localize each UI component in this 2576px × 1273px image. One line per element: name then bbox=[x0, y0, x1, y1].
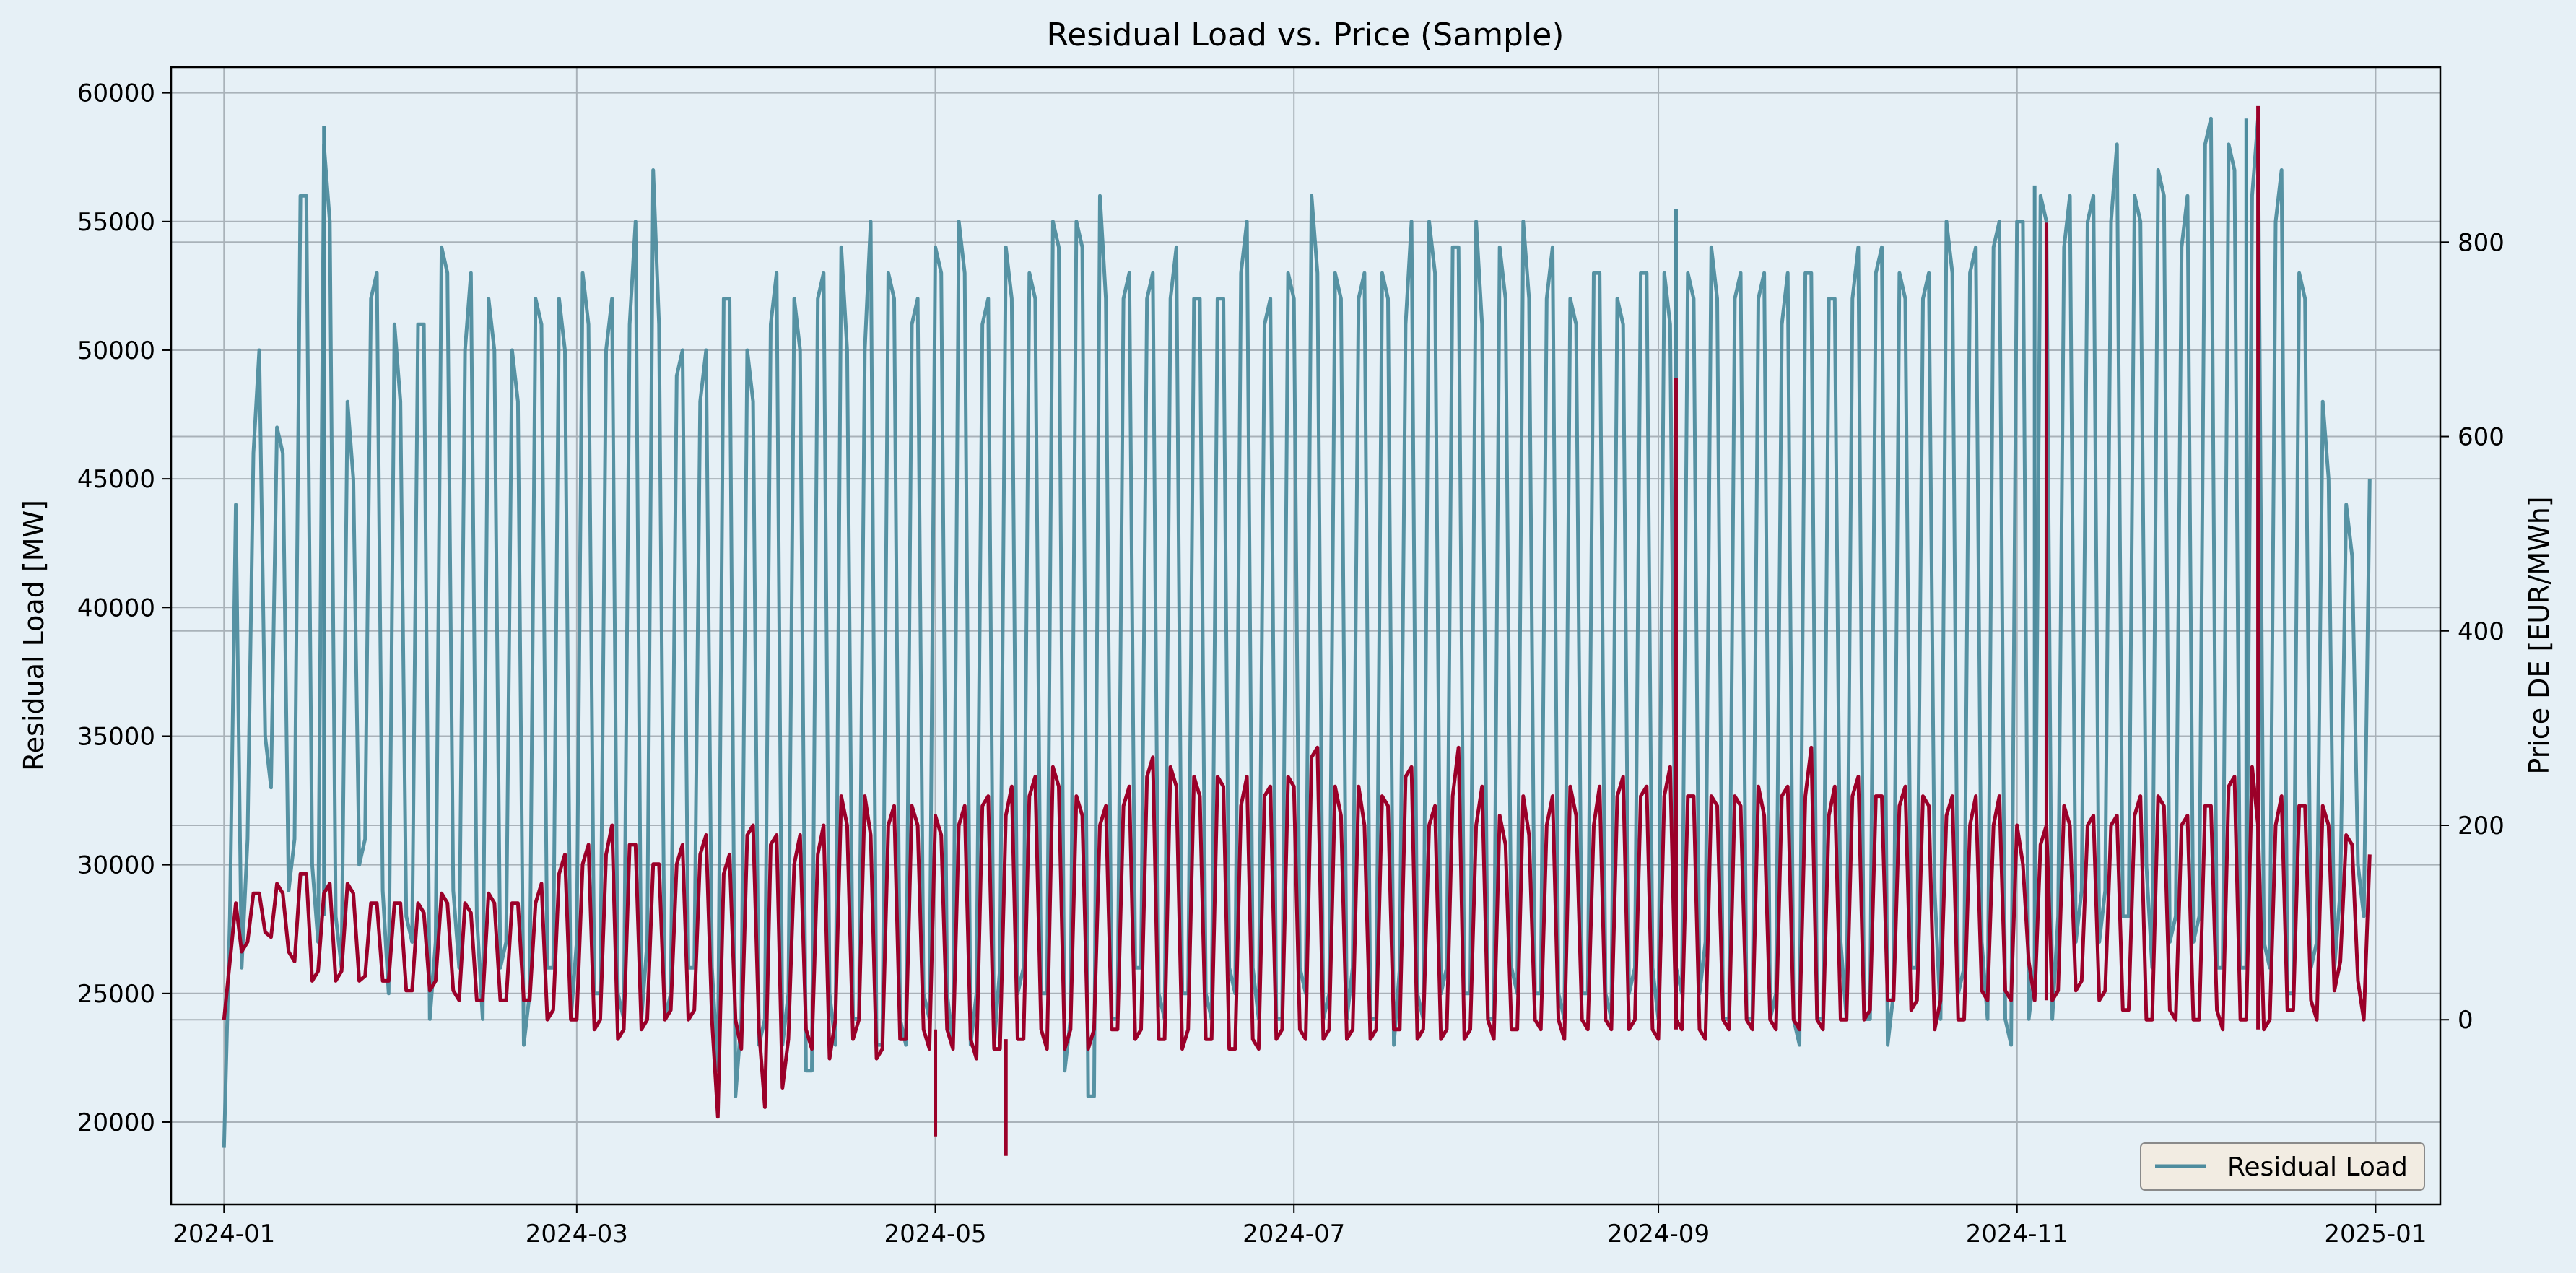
x-tick-label: 2024-11 bbox=[1966, 1220, 2068, 1248]
y-right-tick-label: 0 bbox=[2458, 1006, 2473, 1035]
legend: Residual Load bbox=[2140, 1142, 2425, 1191]
legend-box bbox=[2140, 1142, 2425, 1191]
y-right-tick-label: 600 bbox=[2458, 423, 2505, 452]
y-left-tick-label: 30000 bbox=[77, 851, 155, 880]
plot-frame bbox=[170, 66, 2442, 1206]
y-left-tick-label: 35000 bbox=[77, 722, 155, 751]
y-axis-right: 0 200 400 600 800 bbox=[2440, 228, 2505, 1035]
y-axis-right-label: Price DE [EUR/MWh] bbox=[2523, 496, 2555, 774]
x-tick-label: 2024-07 bbox=[1243, 1220, 1345, 1248]
x-tick-label: 2025-01 bbox=[2324, 1220, 2427, 1248]
y-right-tick-label: 400 bbox=[2458, 617, 2505, 646]
x-tick-label: 2024-03 bbox=[526, 1220, 628, 1248]
y-left-tick-label: 50000 bbox=[77, 336, 155, 365]
legend-label-residual-load: Residual Load bbox=[2227, 1152, 2408, 1182]
x-tick-label: 2024-01 bbox=[173, 1220, 275, 1248]
y-left-tick-label: 55000 bbox=[77, 208, 155, 237]
y-left-tick-label: 40000 bbox=[77, 594, 155, 622]
price-line bbox=[222, 745, 2372, 1119]
y-left-tick-label: 25000 bbox=[77, 980, 155, 1009]
residual-load-line bbox=[222, 116, 2372, 1148]
chart-title: Residual Load vs. Price (Sample) bbox=[1047, 17, 1565, 53]
x-axis: 2024-01 2024-03 2024-05 2024-07 2024-09 2024-… bbox=[173, 1204, 2427, 1248]
plot-lines bbox=[222, 105, 2372, 1156]
x-tick-label: 2024-05 bbox=[884, 1220, 986, 1248]
y-left-tick-label: 20000 bbox=[77, 1108, 155, 1137]
x-tick-label: 2024-09 bbox=[1607, 1220, 1710, 1248]
y-right-tick-label: 800 bbox=[2458, 228, 2505, 257]
y-left-tick-label: 45000 bbox=[77, 465, 155, 494]
y-axis-left: 20000 25000 30000 35000 40000 45000 50000 55000… bbox=[77, 79, 171, 1137]
y-right-tick-label: 200 bbox=[2458, 812, 2505, 840]
y-left-tick-label: 60000 bbox=[77, 79, 155, 108]
y-axis-left-label: Residual Load [MW] bbox=[18, 500, 50, 771]
